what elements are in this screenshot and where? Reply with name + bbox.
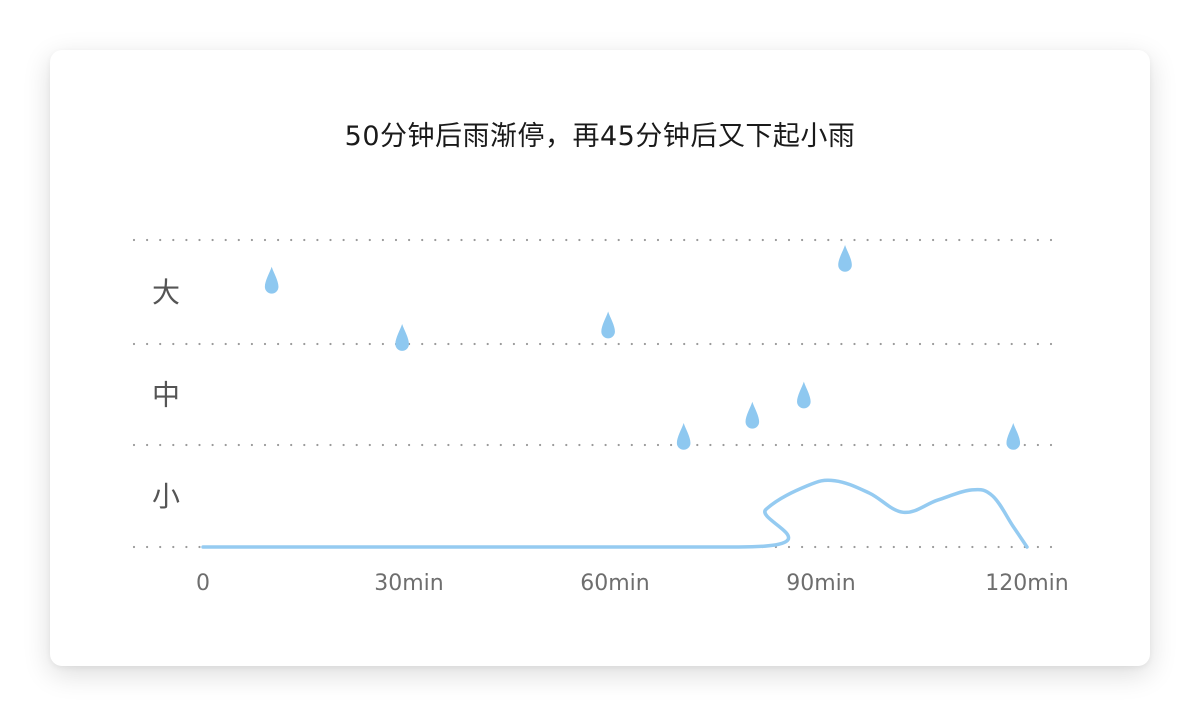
rain-series xyxy=(201,478,1029,549)
x-tick-label: 0 xyxy=(196,571,210,596)
raindrops xyxy=(264,244,1021,450)
raindrop-icon xyxy=(838,244,852,272)
x-axis-labels: 0 30min 60min 90min 120min xyxy=(196,571,1069,596)
y-level-label: 中 xyxy=(152,379,180,412)
rain-chart: 小 中 大 0 30min 60min 90min 120min xyxy=(132,238,1069,596)
raindrop-icon xyxy=(601,311,615,339)
raindrop-icon xyxy=(797,381,811,409)
x-tick-label: 120min xyxy=(985,571,1068,596)
raindrop-icon xyxy=(676,422,691,450)
y-level-label: 小 xyxy=(152,480,180,513)
x-tick-label: 30min xyxy=(374,571,443,596)
raindrop-icon xyxy=(395,324,409,351)
raindrop-icon xyxy=(1006,422,1021,450)
y-level-label: 大 xyxy=(152,276,180,309)
raindrop-icon xyxy=(745,401,760,429)
raindrop-icon xyxy=(264,266,279,294)
y-axis-labels: 小中大 xyxy=(152,276,180,513)
x-tick-label: 90min xyxy=(786,571,855,596)
rain-intensity-line xyxy=(201,478,1029,549)
x-tick-label: 60min xyxy=(580,571,649,596)
chart-card: 50分钟后雨渐停，再45分钟后又下起小雨 小 中 大 0 30min 60min 90mi… xyxy=(50,50,1150,666)
chart-title: 50分钟后雨渐停，再45分钟后又下起小雨 xyxy=(344,121,856,152)
